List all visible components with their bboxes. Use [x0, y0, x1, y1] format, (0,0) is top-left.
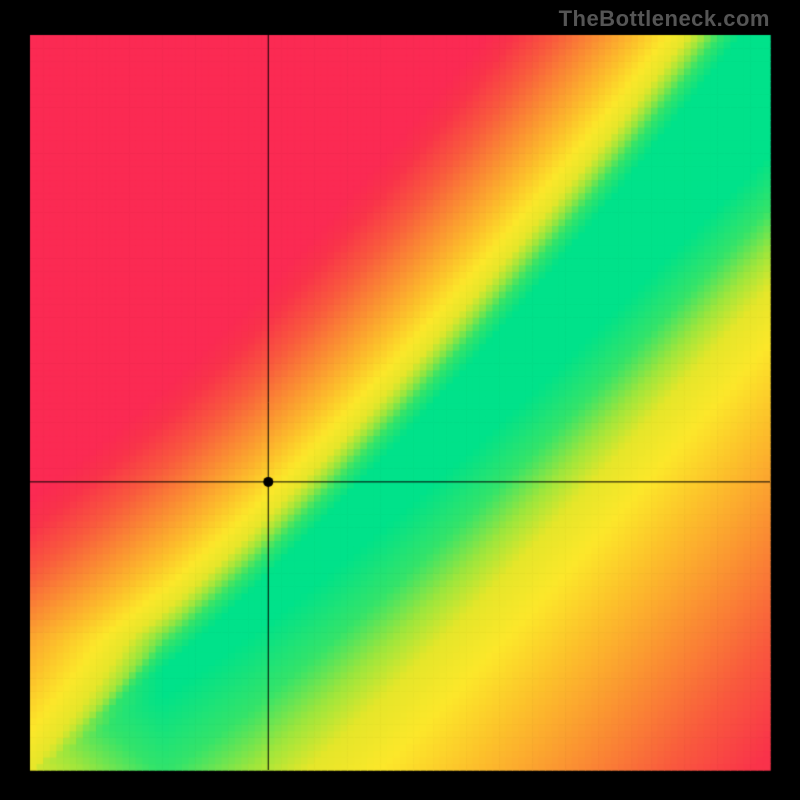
watermark-text: TheBottleneck.com	[559, 6, 770, 32]
chart-container: TheBottleneck.com	[0, 0, 800, 800]
bottleneck-heatmap	[0, 0, 800, 800]
